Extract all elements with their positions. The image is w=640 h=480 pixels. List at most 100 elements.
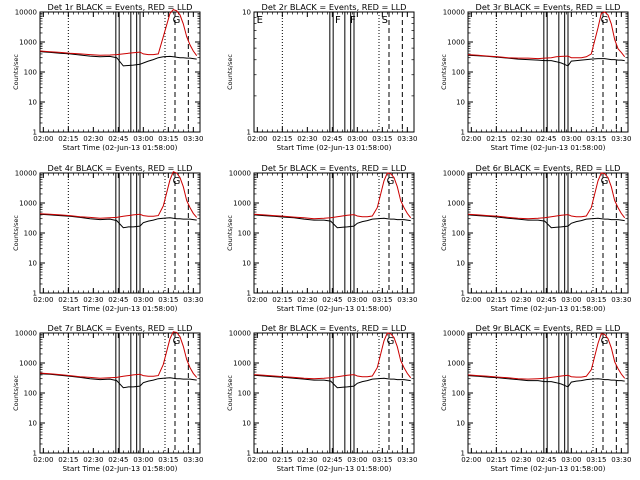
x-tick-label: 03:30: [183, 456, 203, 464]
flag-letter: G: [173, 176, 181, 187]
series-events: [253, 374, 411, 389]
panel-det-4: Det 4r BLACK = Events, RED = LLD 1 10 100 10…: [12, 163, 203, 313]
y-tick-label: 100: [452, 390, 465, 398]
panel-title: Det 5r BLACK = Events, RED = LLD: [262, 163, 407, 173]
x-axis-label: Start Time (02-Jun-13 01:58:00): [490, 304, 605, 313]
y-tick-label: 100: [238, 230, 251, 238]
y-tick-label: 1000: [19, 39, 37, 47]
panel-title: Det 2r BLACK = Events, RED = LLD: [262, 2, 407, 12]
x-tick-label: 03:15: [372, 135, 392, 143]
y-tick-label: 100: [24, 390, 37, 398]
flag-letter: G: [387, 336, 395, 347]
y-tick-label: 100: [24, 230, 37, 238]
x-axis-label: Start Time (02-Jun-13 01:58:00): [62, 143, 177, 152]
x-tick-label: 03:30: [397, 456, 417, 464]
x-tick-label: 02:30: [297, 296, 317, 304]
flag-letter: G: [173, 15, 181, 26]
x-tick-label: 03:30: [397, 135, 417, 143]
flag-letter: E: [257, 15, 263, 26]
x-tick-label: 03:30: [611, 296, 631, 304]
y-tick-label: 10000: [443, 170, 465, 178]
plot-frame: [467, 332, 629, 454]
plot-frame: [253, 11, 415, 133]
x-tick-label: 03:00: [561, 456, 581, 464]
series-lld: [253, 332, 412, 380]
panel-title: Det 3r BLACK = Events, RED = LLD: [476, 2, 621, 12]
x-tick-label: 03:30: [183, 135, 203, 143]
y-tick-label: 1000: [447, 39, 465, 47]
x-tick-label: 02:45: [108, 296, 128, 304]
y-tick-label: 10000: [15, 9, 37, 17]
y-tick-label: 10: [456, 260, 465, 268]
x-tick-label: 02:45: [322, 135, 342, 143]
x-tick-label: 02:00: [461, 135, 481, 143]
panel-title: Det 6r BLACK = Events, RED = LLD: [476, 163, 621, 173]
y-tick-label: 10: [242, 9, 251, 17]
y-axis-label: Counts/sec: [12, 54, 20, 90]
x-tick-label: 03:30: [611, 135, 631, 143]
plot-frame: [253, 172, 415, 294]
series-events: [253, 214, 411, 229]
series-lld: [253, 172, 412, 220]
x-tick-label: 02:45: [322, 296, 342, 304]
x-tick-label: 02:30: [83, 296, 103, 304]
flag-letter: G: [387, 176, 395, 187]
x-tick-label: 03:15: [158, 296, 178, 304]
y-axis-label: Counts/sec: [440, 54, 448, 90]
x-tick-label: 02:15: [486, 456, 506, 464]
y-tick-label: 1: [33, 129, 37, 137]
panel-det-1: Det 1r BLACK = Events, RED = LLD 1 10 100 10…: [12, 2, 203, 152]
x-tick-label: 02:00: [461, 296, 481, 304]
x-tick-label: 02:45: [108, 135, 128, 143]
x-tick-label: 02:15: [272, 456, 292, 464]
x-tick-label: 03:15: [586, 456, 606, 464]
y-axis-label: Counts/sec: [12, 215, 20, 251]
y-tick-label: 100: [452, 230, 465, 238]
x-tick-label: 02:30: [511, 135, 531, 143]
x-tick-label: 03:00: [347, 296, 367, 304]
y-tick-label: 1000: [233, 360, 251, 368]
x-tick-label: 03:15: [158, 456, 178, 464]
y-tick-label: 10000: [443, 330, 465, 338]
plot-frame: [467, 11, 629, 133]
y-tick-label: 1000: [233, 200, 251, 208]
x-tick-label: 02:00: [33, 296, 53, 304]
y-tick-label: 1: [461, 290, 465, 298]
x-tick-label: 02:00: [247, 296, 267, 304]
x-tick-label: 02:45: [536, 135, 556, 143]
x-tick-label: 03:00: [561, 296, 581, 304]
y-tick-label: 1000: [447, 200, 465, 208]
series-events: [467, 375, 625, 388]
plot-frame: [39, 11, 201, 133]
x-axis-label: Start Time (02-Jun-13 01:58:00): [276, 143, 391, 152]
x-tick-label: 02:15: [58, 135, 78, 143]
y-tick-label: 1000: [447, 360, 465, 368]
series-events: [39, 213, 197, 229]
x-tick-label: 03:30: [183, 296, 203, 304]
panel-det-9: Det 9r BLACK = Events, RED = LLD 1 10 100 10…: [440, 323, 631, 473]
y-tick-label: 10: [456, 99, 465, 107]
x-tick-label: 02:00: [247, 135, 267, 143]
y-tick-label: 10: [242, 420, 251, 428]
x-tick-label: 02:45: [322, 456, 342, 464]
y-tick-label: 1: [461, 450, 465, 458]
x-axis-label: Start Time (02-Jun-13 01:58:00): [276, 304, 391, 313]
panel-det-8: Det 8r BLACK = Events, RED = LLD 1 10 100 10…: [226, 323, 417, 473]
plot-frame: [39, 332, 201, 454]
series-lld: [39, 331, 198, 379]
y-tick-label: 10000: [15, 170, 37, 178]
panel-title: Det 8r BLACK = Events, RED = LLD: [262, 323, 407, 333]
x-axis-label: Start Time (02-Jun-13 01:58:00): [490, 464, 605, 473]
y-tick-label: 1: [247, 450, 251, 458]
series-events: [467, 214, 625, 229]
panel-det-7: Det 7r BLACK = Events, RED = LLD 1 10 100 10…: [12, 323, 203, 473]
y-tick-label: 100: [24, 69, 37, 77]
x-tick-label: 02:30: [297, 135, 317, 143]
x-tick-label: 02:45: [108, 456, 128, 464]
x-tick-label: 02:15: [58, 296, 78, 304]
y-tick-label: 1: [247, 290, 251, 298]
panel-det-2: Det 2r BLACK = Events, RED = LLD 1 10 Count…: [226, 2, 417, 152]
y-tick-label: 1: [461, 129, 465, 137]
y-tick-label: 10: [242, 260, 251, 268]
